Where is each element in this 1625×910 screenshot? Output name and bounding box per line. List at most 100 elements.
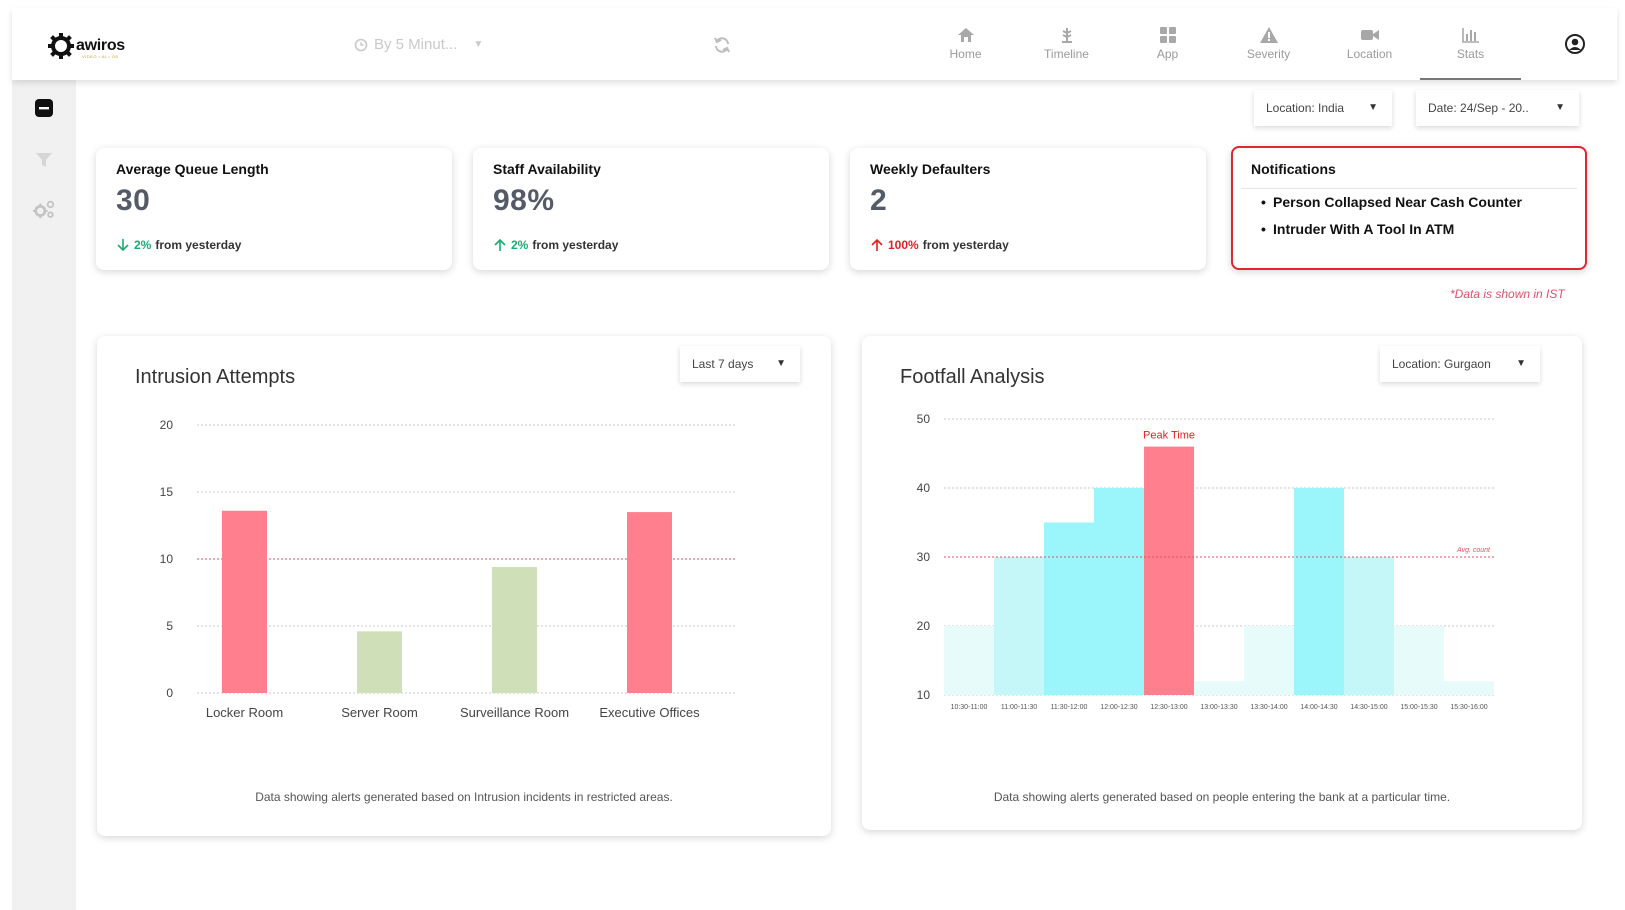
- x-tick-label: 13:00-13:30: [1200, 704, 1237, 711]
- date-filter[interactable]: Date: 24/Sep - 20.. ▼: [1416, 90, 1579, 126]
- arrow-up-icon: [494, 238, 506, 251]
- kpi-change-text: from yesterday: [532, 238, 619, 252]
- top-bar: awiros VIDEO • AI • OS By 5 Minut... ▼ H…: [12, 8, 1617, 80]
- notifications-list: Person Collapsed Near Cash Counter Intru…: [1261, 194, 1522, 248]
- y-tick-label: 5: [166, 619, 173, 633]
- nav-severity-label: Severity: [1246, 47, 1291, 61]
- range-filter[interactable]: Last 7 days ▼: [680, 346, 800, 382]
- chevron-down-icon: ▼: [473, 39, 484, 50]
- x-tick-label: Locker Room: [206, 705, 283, 720]
- chart-title: Footfall Analysis: [900, 366, 1045, 388]
- kpi-change: 2% from yesterday: [493, 238, 618, 252]
- intrusion-bar-chart: 0 5 10 15 20 Locker Room Server Room Surveillan…: [160, 418, 737, 720]
- kpi-value: 30: [116, 184, 151, 217]
- nav-location[interactable]: Location: [1319, 8, 1420, 80]
- kpi-change: 100% from yesterday: [870, 238, 1009, 252]
- bar: [1344, 557, 1394, 695]
- bar: [944, 626, 994, 695]
- intrusion-attempts-card: Intrusion Attempts Last 7 days ▼ 0 5 10 15 2…: [97, 336, 831, 836]
- bar: [222, 510, 267, 693]
- kpi-staff-availability: Staff Availability 98% 2% from yesterday: [473, 148, 829, 270]
- filter-icon[interactable]: [32, 148, 56, 172]
- nav-app[interactable]: App: [1117, 8, 1218, 80]
- y-tick-label: 0: [166, 686, 173, 700]
- date-filter-value: Date: 24/Sep - 20..: [1428, 101, 1529, 115]
- chevron-down-icon: ▼: [1516, 358, 1526, 369]
- chart-caption: Data showing alerts generated based on I…: [255, 790, 673, 804]
- notification-item[interactable]: Person Collapsed Near Cash Counter: [1261, 194, 1522, 210]
- logo[interactable]: awiros VIDEO • AI • OS: [48, 30, 125, 62]
- chevron-down-icon: ▼: [776, 358, 786, 369]
- notification-item[interactable]: Intruder With A Tool In ATM: [1261, 221, 1522, 237]
- clock-icon: [354, 38, 368, 51]
- y-tick-label: 30: [917, 550, 931, 564]
- x-tick-label: 11:30-12:00: [1051, 704, 1088, 711]
- home-icon: [957, 28, 974, 42]
- kpi-change-pct: 100%: [888, 238, 919, 252]
- x-tick-label: Executive Offices: [599, 705, 700, 720]
- main-nav: Home Timeline App Severity Location Stat…: [915, 8, 1617, 80]
- location-filter-value: Location: India: [1266, 101, 1345, 115]
- footfall-location-filter[interactable]: Location: Gurgaon ▼: [1380, 346, 1540, 382]
- period-select[interactable]: By 5 Minut... ▼: [354, 36, 483, 53]
- nav-timeline[interactable]: Timeline: [1016, 8, 1117, 80]
- footfall-location-filter-value: Location: Gurgaon: [1392, 357, 1491, 371]
- kpi-change-text: from yesterday: [922, 238, 1009, 252]
- peak-time-label: Peak Time: [1143, 430, 1195, 442]
- stats-icon: [1461, 28, 1479, 43]
- timeline-icon: [1061, 28, 1072, 43]
- chevron-down-icon: ▼: [1368, 102, 1378, 113]
- logo-text: awiros: [76, 37, 125, 54]
- bar: [1044, 522, 1094, 695]
- bar: [1244, 626, 1294, 695]
- kpi-weekly-defaulters: Weekly Defaulters 2 100% from yesterday: [850, 148, 1206, 270]
- notifications-panel: Notifications Person Collapsed Near Cash…: [1231, 146, 1587, 270]
- refresh-icon[interactable]: [712, 35, 732, 55]
- nav-home[interactable]: Home: [915, 8, 1016, 80]
- gear-logo-icon: [48, 33, 74, 59]
- chevron-down-icon: ▼: [1555, 102, 1565, 113]
- sidebar: [12, 80, 76, 910]
- avg-count-label: Avg. count: [1456, 547, 1491, 554]
- nav-home-label: Home: [949, 47, 982, 61]
- collapse-icon[interactable]: [32, 96, 56, 120]
- app-grid-icon: [1159, 27, 1176, 43]
- nav-severity[interactable]: Severity: [1218, 8, 1319, 80]
- x-tick-label: 11:00-11:30: [1001, 704, 1037, 711]
- x-tick-label: 15:00-15:30: [1400, 704, 1437, 711]
- bar: [1094, 488, 1144, 695]
- bar: [1194, 681, 1244, 695]
- nav-stats[interactable]: Stats: [1420, 8, 1521, 80]
- x-tick-label: 12:30-13:00: [1150, 704, 1187, 711]
- kpi-change-pct: 2%: [134, 238, 152, 252]
- nav-stats-label: Stats: [1456, 47, 1485, 61]
- bar: [994, 557, 1044, 695]
- kpi-change-pct: 2%: [511, 238, 529, 252]
- nav-app-label: App: [1156, 47, 1179, 61]
- x-tick-label: 15:30-16:00: [1450, 704, 1487, 711]
- warning-icon: [1259, 27, 1278, 43]
- bar: [1144, 446, 1194, 695]
- location-filter[interactable]: Location: India ▼: [1254, 90, 1392, 126]
- y-tick-label: 20: [917, 619, 931, 633]
- bar: [1394, 626, 1444, 695]
- user-avatar-icon[interactable]: [1551, 8, 1599, 80]
- nav-location-label: Location: [1346, 47, 1393, 61]
- x-tick-label: 12:00-12:30: [1100, 704, 1137, 711]
- y-tick-label: 15: [160, 485, 174, 499]
- y-tick-label: 10: [160, 552, 174, 566]
- kpi-average-queue-length: Average Queue Length 30 2% from yesterda…: [96, 148, 452, 270]
- chart-caption: Data showing alerts generated based on p…: [993, 790, 1451, 804]
- y-tick-label: 40: [917, 481, 931, 495]
- settings-icon[interactable]: [32, 198, 56, 222]
- bar: [357, 631, 402, 693]
- range-filter-value: Last 7 days: [692, 357, 754, 371]
- divider: [1241, 188, 1577, 189]
- timezone-note: *Data is shown in IST: [1450, 287, 1565, 301]
- nav-timeline-label: Timeline: [1044, 47, 1089, 61]
- x-tick-label: 10:30-11:00: [951, 704, 988, 711]
- x-tick-label: Surveillance Room: [460, 705, 569, 720]
- kpi-title: Weekly Defaulters: [870, 161, 991, 177]
- kpi-title: Average Queue Length: [116, 161, 269, 177]
- bar: [627, 512, 672, 693]
